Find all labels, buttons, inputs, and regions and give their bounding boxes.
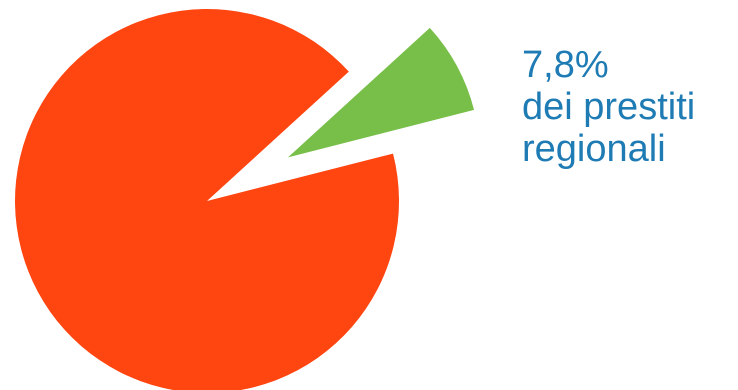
pie-slice-main bbox=[15, 9, 399, 390]
annotation-line-2: dei prestiti bbox=[522, 86, 696, 128]
annotation-value: 7,8% bbox=[522, 44, 609, 86]
annotation-line-3: regionali bbox=[522, 128, 666, 170]
pie-slice-highlighted bbox=[287, 27, 475, 158]
pie-slices bbox=[15, 9, 475, 390]
slice-annotation: 7,8% dei prestiti regionali bbox=[522, 44, 695, 170]
